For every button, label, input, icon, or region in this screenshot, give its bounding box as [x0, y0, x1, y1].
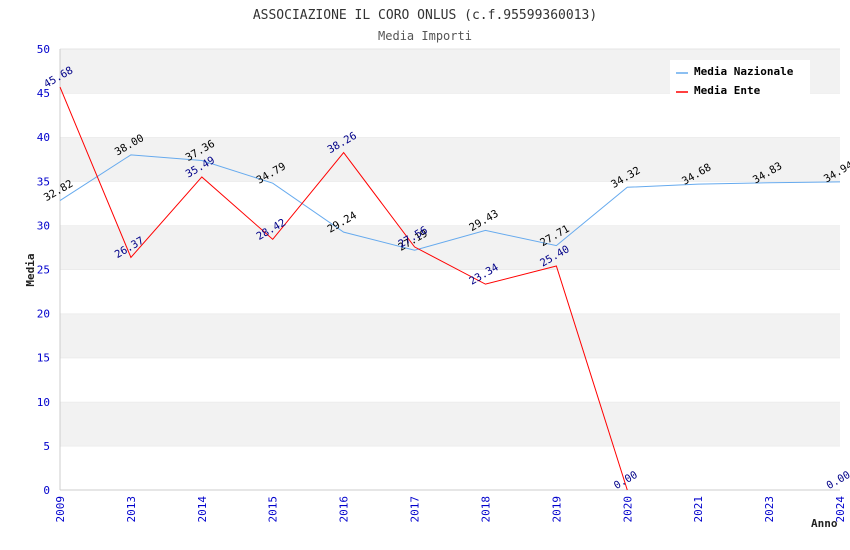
grid-band: [60, 445, 840, 490]
x-axis-ticks: 2009 2013 2014 2015 2016 2017 2018 2019 2020 2021…: [54, 496, 847, 523]
x-tick-label: 2014: [196, 496, 209, 523]
y-axis-label: Media: [24, 253, 37, 286]
series-lines: [59, 86, 841, 491]
y-tick-label: 20: [37, 308, 50, 321]
chart-title: ASSOCIAZIONE IL CORO ONLUS (c.f.95599360…: [253, 8, 597, 23]
x-axis-label: Anno: [811, 517, 838, 530]
y-tick-label: 30: [37, 219, 50, 232]
grid-band: [60, 401, 840, 446]
x-tick-label: 2018: [479, 496, 492, 523]
y-tick-label: 25: [37, 264, 50, 277]
x-tick-label: 2009: [54, 496, 67, 523]
legend-box: [670, 60, 810, 97]
grid-band: [60, 181, 840, 226]
x-tick-label: 2016: [338, 496, 351, 523]
y-tick-label: 40: [37, 131, 50, 144]
x-tick-label: 2021: [692, 496, 705, 523]
legend-label-nazionale: Media Nazionale: [694, 65, 794, 78]
x-tick-label: 2024: [834, 496, 847, 523]
series-line: [59, 154, 841, 251]
grid-band: [60, 137, 840, 182]
grid-band: [60, 225, 840, 270]
x-tick-label: 2017: [409, 496, 422, 523]
y-tick-label: 35: [37, 175, 50, 188]
y-tick-label: 5: [43, 440, 50, 453]
y-tick-label: 15: [37, 352, 50, 365]
y-axis-ticks: 0 5 10 15 20 25 30 35 40 45 50: [37, 43, 50, 497]
legend: Media Nazionale Media Ente: [670, 60, 810, 97]
chart-subtitle: Media Importi: [378, 29, 472, 43]
x-tick-label: 2023: [763, 496, 776, 523]
grid-band: [60, 313, 840, 358]
grid-band: [60, 357, 840, 402]
y-tick-label: 45: [37, 87, 50, 100]
legend-label-ente: Media Ente: [694, 84, 761, 97]
x-tick-label: 2019: [550, 496, 563, 523]
y-tick-label: 10: [37, 396, 50, 409]
grid-bands: [60, 48, 840, 490]
series-line: [59, 86, 628, 491]
x-tick-label: 2013: [125, 496, 138, 523]
y-tick-label: 50: [37, 43, 50, 56]
grid-band: [60, 269, 840, 314]
y-tick-label: 0: [43, 484, 50, 497]
grid-band: [60, 93, 840, 138]
x-tick-label: 2020: [621, 496, 634, 523]
x-tick-label: 2015: [267, 496, 280, 523]
